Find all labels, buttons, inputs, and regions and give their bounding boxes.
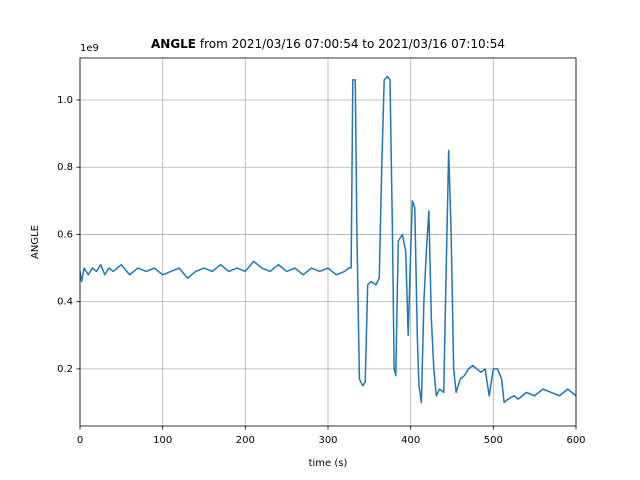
y-tick-label: 0.6: [57, 229, 73, 240]
title-name: ANGLE: [151, 37, 196, 51]
title-rest: from 2021/03/16 07:00:54 to 2021/03/16 0…: [200, 37, 505, 51]
x-tick-label: 600: [566, 435, 585, 446]
x-tick-label: 0: [77, 435, 83, 446]
y-tick-label: 0.2: [57, 364, 73, 375]
offset-text: 1e9: [80, 43, 99, 54]
data-line: [80, 75, 576, 404]
x-tick-label: 200: [236, 435, 255, 446]
y-tick-label: 1.0: [57, 95, 73, 106]
y-tick-label: 0.4: [57, 297, 73, 308]
x-tick-label: 400: [401, 435, 420, 446]
x-tick-label: 300: [318, 435, 337, 446]
y-tick-label: 0.8: [57, 162, 73, 173]
chart-title: ANGLE from 2021/03/16 07:00:54 to 2021/0…: [151, 37, 505, 51]
x-axis-label: time (s): [309, 458, 348, 469]
y-axis-label: ANGLE: [30, 225, 41, 259]
x-tick-label: 100: [153, 435, 172, 446]
x-tick-label: 500: [484, 435, 503, 446]
plot-frame: [79, 57, 577, 427]
